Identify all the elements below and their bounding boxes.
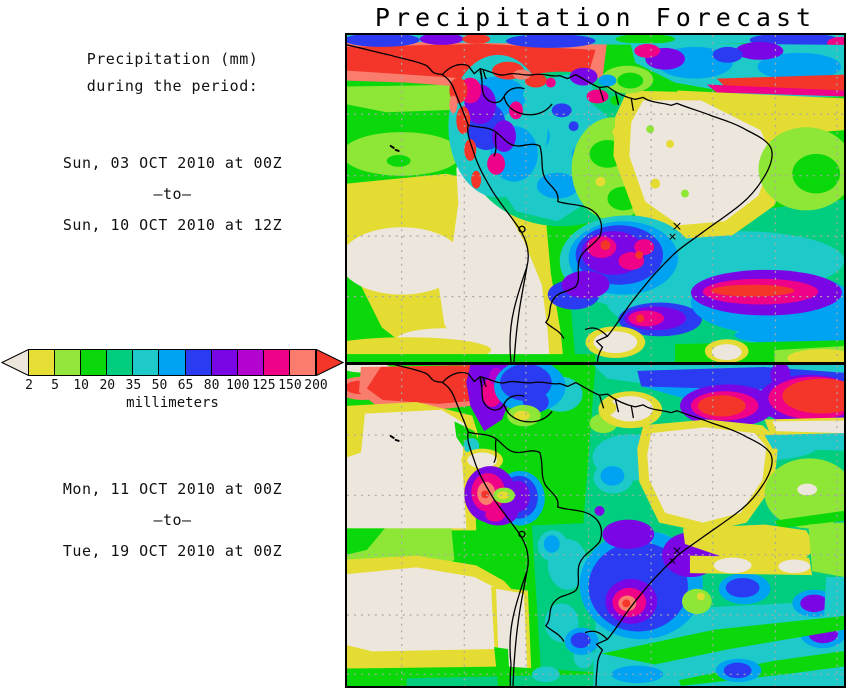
forecast-map-period-2 bbox=[347, 365, 844, 686]
period-2-start: Mon, 11 OCT 2010 at 00Z bbox=[62, 480, 283, 498]
forecast-map-panels bbox=[345, 33, 846, 688]
legend-tick-label: 80 bbox=[203, 378, 220, 393]
period-2-label: Mon, 11 OCT 2010 at 00Z –to– Tue, 19 OCT… bbox=[0, 474, 345, 567]
color-scale-bar bbox=[1, 349, 344, 376]
heading-line-2: during the period: bbox=[86, 77, 259, 95]
legend-tick-label: 150 bbox=[278, 378, 302, 393]
page-title: Precipitation Forecast bbox=[374, 3, 817, 32]
legend-tick-label: 2 bbox=[25, 378, 33, 393]
legend-tick-label: 5 bbox=[51, 378, 59, 393]
period-1-start: Sun, 03 OCT 2010 at 00Z bbox=[62, 154, 283, 172]
legend-segment bbox=[184, 349, 212, 376]
legend-arrow-left bbox=[1, 349, 29, 376]
above-max-arrow bbox=[316, 349, 344, 376]
legend-segment bbox=[236, 349, 264, 376]
forecast-map-period-1 bbox=[347, 35, 844, 362]
legend-heading: Precipitation (mm) during the period: bbox=[0, 46, 345, 100]
legend-segment bbox=[28, 349, 56, 376]
panel-divider bbox=[347, 362, 844, 365]
color-scale-legend: 2 5 10 20 35 50 65 80 100 125 150 200 millimeters bbox=[1, 349, 344, 413]
legend-tick-label: 125 bbox=[252, 378, 276, 393]
legend-arrow-right bbox=[316, 349, 344, 376]
legend-segment bbox=[288, 349, 317, 376]
period-1-separator: –to– bbox=[153, 185, 192, 203]
below-min-arrow bbox=[1, 349, 29, 376]
legend-tick-label: 35 bbox=[125, 378, 142, 393]
legend-tick-label: 10 bbox=[73, 378, 89, 393]
legend-tick-label: 100 bbox=[225, 378, 250, 393]
legend-segment bbox=[262, 349, 290, 376]
period-1-label: Sun, 03 OCT 2010 at 00Z –to– Sun, 10 OCT… bbox=[0, 148, 345, 241]
legend-segment bbox=[106, 349, 134, 376]
legend-ticks: 2 5 10 20 35 50 65 80 100 125 150 200 bbox=[1, 378, 344, 393]
heading-line-1: Precipitation (mm) bbox=[86, 50, 259, 68]
legend-segment bbox=[210, 349, 238, 376]
period-2-end: Tue, 19 OCT 2010 at 00Z bbox=[62, 542, 283, 560]
legend-tick-label: 20 bbox=[99, 378, 116, 393]
legend-tick-label: 200 bbox=[304, 378, 328, 393]
legend-unit-label: millimeters bbox=[126, 395, 219, 411]
period-1-end: Sun, 10 OCT 2010 at 12Z bbox=[62, 216, 283, 234]
legend-segments bbox=[28, 349, 317, 376]
period-2-separator: –to– bbox=[153, 511, 192, 529]
legend-segment bbox=[80, 349, 108, 376]
legend-segment bbox=[132, 349, 160, 376]
legend-segment bbox=[54, 349, 82, 376]
legend-tick-label: 50 bbox=[151, 378, 168, 393]
legend-tick-label: 65 bbox=[177, 378, 194, 393]
legend-segment bbox=[158, 349, 186, 376]
